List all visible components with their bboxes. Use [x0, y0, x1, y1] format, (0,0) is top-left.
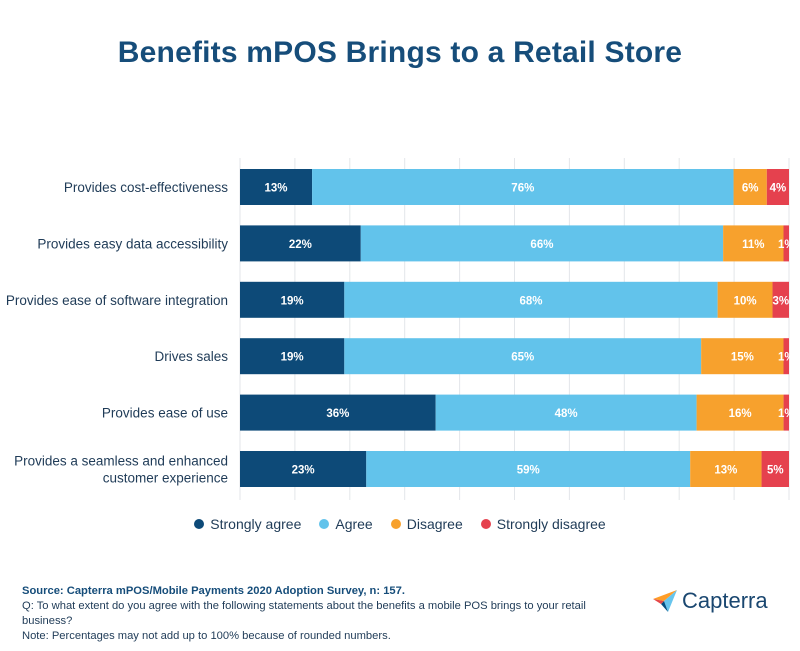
data-label: 48% [555, 408, 578, 420]
bar-strongly-agree [240, 451, 367, 487]
category-label: Provides easy data accessibility [37, 236, 228, 251]
data-label: 76% [511, 183, 534, 195]
data-label: 4% [770, 183, 787, 195]
bar-disagree [733, 169, 767, 205]
data-label: 11% [742, 239, 764, 251]
legend-item-strongly-disagree: Strongly disagree [480, 516, 606, 532]
bar-strongly-agree [240, 338, 345, 375]
bar-agree [344, 338, 702, 375]
chart-legend: Strongly agree Agree Disagree Strongly d… [0, 516, 800, 532]
data-label: 59% [517, 465, 540, 477]
capterra-logo-text: Capterra [682, 588, 768, 613]
rounding-note: Note: Percentages may not add up to 100%… [22, 630, 391, 642]
bar-disagree [690, 451, 762, 487]
bar-strongly-agree [240, 169, 313, 205]
data-label: 5% [767, 465, 784, 477]
data-label: 10% [734, 295, 757, 307]
legend-item-strongly-agree: Strongly agree [194, 516, 301, 532]
bar-agree [312, 169, 734, 205]
data-label: 22% [289, 239, 312, 251]
bar-strongly-disagree [783, 338, 789, 375]
legend-swatch-agree [319, 519, 330, 529]
bar-agree [360, 225, 724, 262]
capterra-logo-icon [653, 590, 677, 612]
question-note: Q: To what extent do you agree with the … [22, 600, 586, 627]
data-label: 13% [714, 465, 737, 477]
category-label: Provides ease of use [102, 406, 228, 421]
data-label: 1% [778, 408, 795, 420]
bar-disagree [717, 281, 773, 318]
data-label: 23% [292, 465, 315, 477]
data-label: 3% [772, 295, 789, 307]
bar-strongly-disagree [772, 281, 789, 318]
data-label: 65% [511, 352, 534, 364]
bar-strongly-agree [240, 225, 361, 262]
data-label: 36% [326, 408, 349, 420]
bar-strongly-agree [240, 394, 436, 431]
bar-disagree [723, 225, 784, 262]
legend-label-strongly-disagree: Strongly disagree [496, 516, 606, 532]
bar-disagree [696, 394, 784, 431]
legend-label-strongly-agree: Strongly agree [210, 516, 302, 532]
category-label: Provides ease of software integration [6, 293, 228, 308]
category-label: Drives sales [154, 349, 228, 364]
legend-label-agree: Agree [335, 516, 373, 532]
chart-title: Benefits mPOS Brings to a Retail Store [117, 36, 683, 69]
chart-footer: Source: Capterra mPOS/Mobile Payments 20… [22, 584, 602, 644]
bar-agree [366, 451, 691, 487]
bar-strongly-disagree [766, 169, 789, 205]
category-label: Provides cost-effectiveness [64, 180, 228, 195]
legend-swatch-disagree [390, 519, 401, 529]
bar-agree [344, 281, 718, 318]
data-label: 16% [729, 408, 752, 420]
legend-item-agree: Agree [319, 516, 373, 532]
bar-strongly-disagree [761, 451, 789, 487]
data-label: 6% [742, 183, 759, 195]
data-label: 15% [731, 352, 754, 364]
data-label: 1% [778, 239, 795, 251]
legend-item-disagree: Disagree [390, 516, 463, 532]
legend-label-disagree: Disagree [406, 516, 463, 532]
data-label: 19% [281, 295, 304, 307]
data-label: 13% [265, 183, 288, 195]
bar-strongly-disagree [783, 225, 789, 262]
data-label: 66% [530, 239, 553, 251]
source-note: Source: Capterra mPOS/Mobile Payments 20… [22, 585, 405, 597]
data-label: 68% [519, 295, 542, 307]
legend-swatch-strongly-agree [194, 519, 205, 529]
capterra-logo: Capterra [652, 588, 768, 614]
bar-agree [435, 394, 697, 431]
category-label: Provides a seamless and enhanced customer… [14, 454, 228, 486]
data-label: 19% [281, 352, 304, 364]
bar-disagree [701, 338, 784, 375]
legend-swatch-strongly-disagree [480, 519, 491, 529]
bar-strongly-agree [240, 281, 345, 318]
data-label: 1% [778, 352, 795, 364]
bar-strongly-disagree [783, 394, 789, 431]
